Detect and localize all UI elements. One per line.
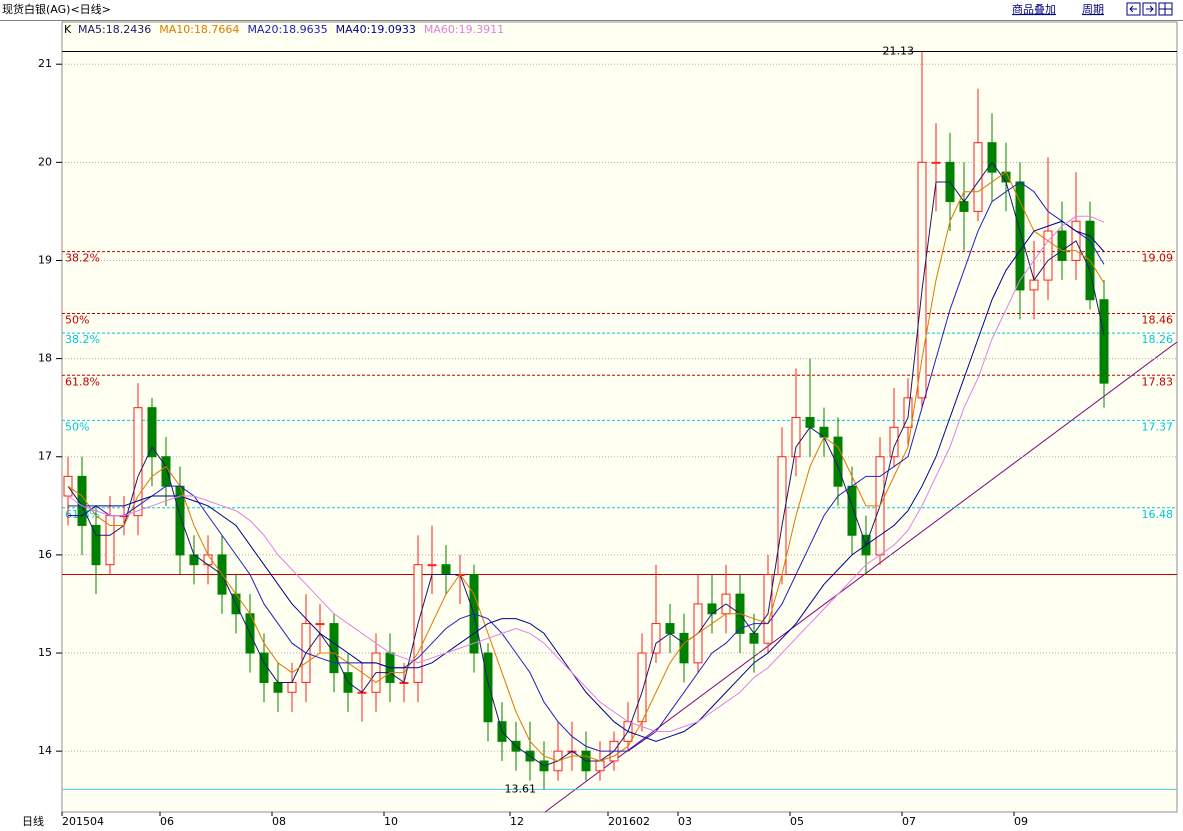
- candle-body: [315, 623, 325, 626]
- candle-body: [427, 564, 437, 567]
- x-tick-label: 03: [678, 815, 692, 828]
- level-value: 17.83: [1142, 375, 1174, 388]
- candle-body: [665, 623, 675, 634]
- legend-entry: MA60:19.3911: [424, 23, 504, 36]
- level-label: 61.8%: [65, 375, 100, 388]
- candle-body: [161, 456, 171, 487]
- low-annotation: 13.61: [505, 782, 537, 795]
- x-tick-label: 10: [384, 815, 398, 828]
- candle-body: [763, 574, 773, 644]
- level-label: 50%: [65, 420, 89, 433]
- y-tick-label: 20: [38, 155, 52, 168]
- y-tick-label: 16: [38, 548, 52, 561]
- candle-body: [679, 632, 689, 664]
- period-button[interactable]: 周期: [1082, 3, 1104, 16]
- candle-body: [791, 416, 801, 458]
- candle-body: [959, 201, 969, 212]
- ma-line: [67, 171, 1105, 762]
- legend-entry: MA40:19.0933: [336, 23, 416, 36]
- candle-body: [147, 407, 157, 458]
- candle-body: [931, 161, 941, 164]
- x-tick-label: 09: [1014, 815, 1028, 828]
- x-tick-label: 08: [272, 815, 286, 828]
- candle-body: [329, 623, 339, 674]
- candle-body: [917, 161, 927, 399]
- ma-line: [67, 161, 1105, 767]
- x-tick-label: 201504: [62, 815, 104, 828]
- y-tick-label: 21: [38, 57, 52, 70]
- x-tick-label: 201602: [608, 815, 650, 828]
- candle-body: [287, 681, 297, 693]
- candle-body: [77, 475, 87, 526]
- level-label: 38.2%: [65, 333, 100, 346]
- candle-body: [847, 485, 857, 536]
- y-tick-label: 15: [38, 646, 52, 659]
- candle-body: [1015, 181, 1025, 291]
- level-value: 18.26: [1142, 333, 1174, 346]
- candle-body: [987, 142, 997, 173]
- candle-body: [749, 632, 759, 644]
- k-label: K: [64, 23, 72, 36]
- legend-entry: MA20:18.9635: [247, 23, 327, 36]
- candle-body: [903, 397, 913, 428]
- ma-line: [68, 220, 1105, 742]
- level-label: 50%: [65, 313, 89, 326]
- candle-body: [91, 524, 101, 566]
- high-annotation: 21.13: [883, 44, 915, 57]
- y-tick-label: 19: [38, 253, 52, 266]
- candle-body: [637, 652, 647, 723]
- candle-body: [1043, 230, 1053, 281]
- candle-body: [777, 456, 787, 576]
- x-tick-label: 12: [510, 815, 524, 828]
- candle-body: [1029, 279, 1039, 291]
- candle-body: [1057, 230, 1067, 261]
- legend: MA5:18.2436 MA10:18.7664 MA20:18.9635 MA40:…: [78, 23, 504, 36]
- plot-area: [61, 21, 1178, 813]
- period-label: 日线: [22, 814, 44, 828]
- candle-body: [273, 681, 283, 693]
- overlay-button[interactable]: 商品叠加: [1012, 2, 1056, 16]
- candle-body: [651, 623, 661, 654]
- candle-body: [889, 426, 899, 458]
- candle-body: [805, 416, 815, 428]
- level-value: 16.48: [1142, 508, 1174, 521]
- y-tick-label: 14: [38, 744, 52, 757]
- level-value: 17.37: [1142, 420, 1174, 433]
- y-tick-label: 17: [38, 450, 52, 463]
- y-tick-label: 18: [38, 352, 52, 365]
- legend-entry: MA5:18.2436: [78, 23, 151, 36]
- trend-line: [544, 341, 1178, 813]
- candle-body: [833, 436, 843, 487]
- level-label: 38.2%: [65, 252, 100, 265]
- candle-body: [483, 652, 493, 723]
- candle-body: [1099, 299, 1109, 384]
- candle-body: [133, 407, 143, 517]
- nav-icons[interactable]: [1126, 2, 1173, 16]
- window-title: 现货白银(AG)<日线>: [2, 2, 111, 16]
- candle-body: [441, 564, 451, 576]
- level-value: 18.46: [1142, 313, 1174, 326]
- ma-line: [67, 215, 1105, 733]
- x-tick-label: 07: [902, 815, 916, 828]
- legend-entry: MA10:18.7664: [159, 23, 239, 36]
- candle-body: [595, 760, 605, 772]
- x-tick-label: 06: [160, 815, 174, 828]
- level-value: 19.09: [1142, 252, 1174, 265]
- ma-line: [68, 181, 1105, 752]
- candle-body: [973, 142, 983, 212]
- x-tick-label: 05: [790, 815, 804, 828]
